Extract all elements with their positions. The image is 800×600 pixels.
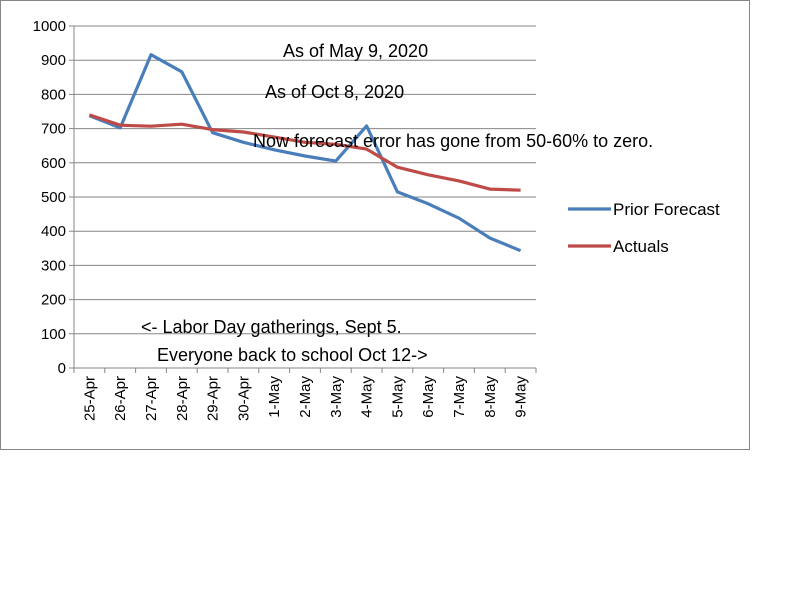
series-line-actuals [88,113,521,192]
annotation-back-to-school: Everyone back to school Oct 12-> [157,345,428,365]
x-tick-label: 25-Apr [81,376,98,421]
y-tick-label: 900 [41,52,66,69]
gridlines [74,25,536,335]
x-tick-label: 4-May [359,376,376,418]
x-axis-ticks: 25-Apr 26-Apr 27-Apr 28-Apr 29-Apr 30-Apr 1-Ma… [81,376,529,422]
annotation-as-of-may: As of May 9, 2020 [283,41,428,61]
annotation-forecast-error: Now forecast error has gone from 50-60% … [253,131,653,151]
x-tick-label: 5-May [389,376,406,418]
x-tick-label: 9-May [513,376,530,418]
annotation-as-of-oct: As of Oct 8, 2020 [265,82,404,102]
y-tick-label: 700 [41,121,66,138]
x-tick-label: 28-Apr [174,376,191,421]
x-tick-label: 29-Apr [205,376,222,421]
x-tick-label: 7-May [451,376,468,418]
series-lines [88,53,522,253]
x-tick-label: 26-Apr [112,376,129,421]
x-tick-label: 3-May [328,376,345,418]
y-tick-label: 500 [41,189,66,206]
y-tick-label: 300 [41,257,66,274]
x-tick-label: 8-May [482,376,499,418]
y-tick-label: 0 [58,360,66,377]
annotation-labor-day: <- Labor Day gatherings, Sept 5. [141,317,402,337]
x-tick-label: 30-Apr [235,376,252,421]
y-tick-label: 100 [41,326,66,343]
series-line-prior-forecast [88,53,522,253]
x-tick-label: 6-May [420,376,437,418]
x-tick-label: 1-May [266,376,283,418]
legend-label: Actuals [613,237,669,256]
y-tick-label: 600 [41,155,66,172]
x-tick-label: 27-Apr [143,376,160,421]
axes [69,25,537,373]
legend: Prior Forecast Actuals [568,200,720,256]
x-tick-label: 2-May [297,376,314,418]
y-axis-ticks: 0 100 200 300 400 500 600 700 800 900 1000 [33,18,66,377]
annotations: As of May 9, 2020 As of Oct 8, 2020 Now … [141,41,653,365]
chart-area: 0 100 200 300 400 500 600 700 800 900 1000 25-Apr 2… [0,0,750,450]
y-tick-label: 400 [41,223,66,240]
legend-label: Prior Forecast [613,200,720,219]
y-tick-label: 1000 [33,18,66,35]
y-tick-label: 800 [41,86,66,103]
y-tick-label: 200 [41,292,66,309]
